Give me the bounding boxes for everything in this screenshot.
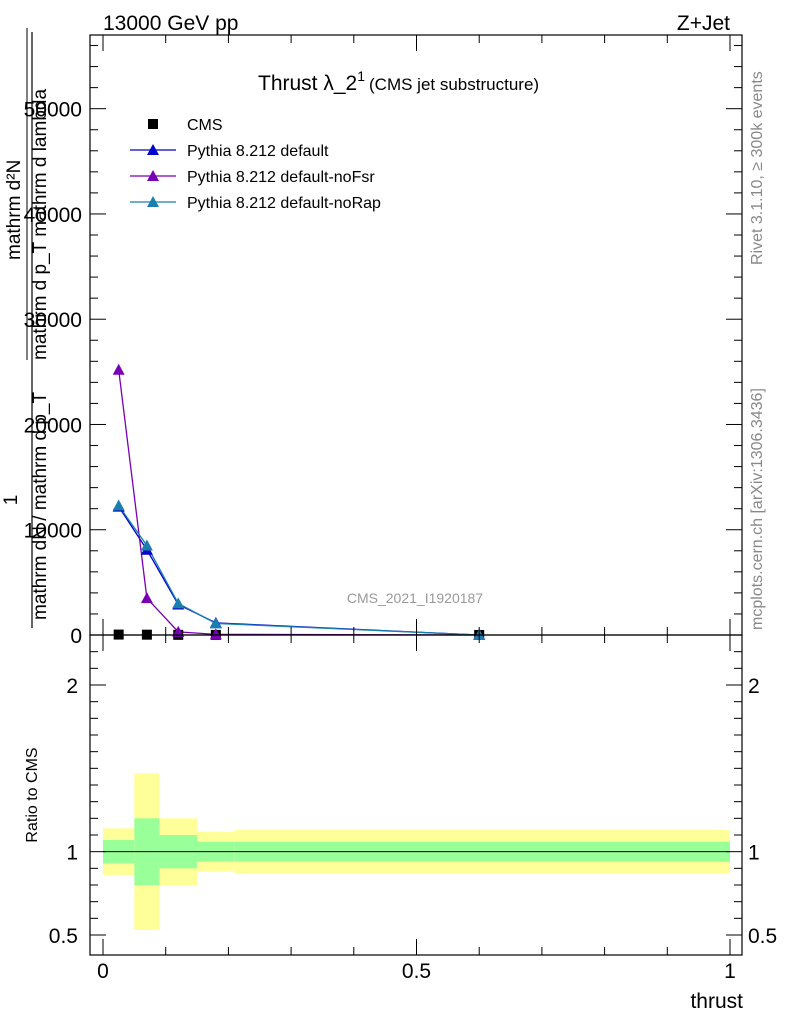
ratio-ytick-label-right: 2	[748, 675, 760, 698]
legend-label: Pythia 8.212 default-noRap	[187, 195, 381, 212]
legend-marker	[147, 196, 159, 207]
ratio-ytick-label-right: 1	[748, 842, 760, 865]
main-ytick-label: 50000	[24, 99, 82, 122]
main-ytick-labels: 0 10000 20000 30000 40000 50000	[24, 99, 82, 648]
ratio-axis-ticks	[90, 635, 742, 955]
legend: CMS Pythia 8.212 default Pythia 8.212 defa…	[130, 117, 381, 212]
ratio-ytick-label: 2	[66, 675, 78, 698]
xtick-label: 0	[97, 960, 109, 983]
mc-data-point	[112, 363, 125, 375]
main-ytick-label: 10000	[24, 520, 82, 543]
main-panel: 0 10000 20000 30000 40000 50000 Thrust λ_21 (C…	[1, 28, 743, 648]
main-ytick-label: 40000	[24, 204, 82, 227]
legend-label: CMS	[187, 117, 223, 134]
ratio-ytick-label: 1	[66, 842, 78, 865]
main-ylabel: 1 mathrm dN / mathrm d p_T mathrm d²N ma…	[1, 28, 51, 628]
legend-marker	[147, 170, 159, 181]
source-label: mcplots.cern.ch [arXiv:1306.3436]	[749, 388, 766, 630]
xlabel: thrust	[690, 990, 743, 1013]
mc-data-point	[140, 539, 153, 551]
ylabel-prefactor: 1	[1, 495, 22, 506]
series-line	[118, 506, 480, 636]
series-line	[118, 505, 480, 636]
ylabel-prefactor-denominator: mathrm dN / mathrm d p_T	[30, 392, 51, 620]
main-ytick-label: 0	[70, 625, 82, 648]
chart-title: Thrust λ_21 (CMS jet substructure)	[258, 68, 539, 95]
main-axis-ticks	[90, 35, 742, 636]
rivet-label: Rivet 3.1.10, ≥ 300k events	[749, 71, 766, 265]
ratio-ytick-labels: 0.5 0.5 1 1 2 2	[49, 675, 777, 948]
ratio-ytick-label-right: 0.5	[748, 925, 777, 948]
ratio-ylabel: Ratio to CMS	[24, 747, 41, 842]
xtick-label: 1	[724, 960, 736, 983]
process-label: Z+Jet	[677, 12, 730, 35]
ylabel-numerator-denominator: mathrm d p_T mathrm d lambda	[30, 89, 51, 360]
ratio-panel: 0.5 0.51 12 2 0 0.5 1 Ratio to CMS thrust	[24, 634, 777, 1013]
mc-data-point	[172, 625, 185, 637]
ratio-ytick-label: 0.5	[49, 925, 78, 948]
mc-data-point	[140, 592, 153, 604]
ratio-xtick-labels: 0 0.5 1	[97, 960, 736, 983]
legend-marker	[147, 144, 159, 155]
ylabel-numerator: mathrm d²N	[4, 160, 25, 260]
main-ytick-label: 30000	[24, 309, 82, 332]
main-ytick-label: 20000	[24, 414, 82, 437]
ratio-frame	[89, 634, 743, 956]
mc-data-point	[172, 597, 185, 609]
legend-label: Pythia 8.212 default-noFsr	[187, 169, 375, 186]
xtick-label: 0.5	[402, 960, 431, 983]
mc-data-point	[209, 617, 222, 629]
legend-marker	[148, 119, 158, 129]
energy-label: 13000 GeV pp	[103, 12, 238, 35]
mc-data-point	[209, 628, 222, 640]
mc-data-point	[112, 499, 125, 511]
legend-label: Pythia 8.212 default	[187, 143, 329, 160]
analysis-watermark: CMS_2021_I1920187	[347, 590, 483, 606]
